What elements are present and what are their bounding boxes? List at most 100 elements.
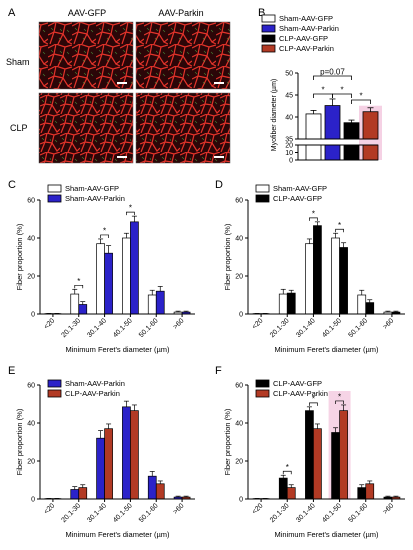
x-axis-label: Minimum Feret's diameter (µm) bbox=[65, 530, 170, 539]
panel-letter-f: F bbox=[215, 365, 222, 377]
y-axis-label: Fiber proportion (%) bbox=[223, 408, 232, 475]
legend-swatch bbox=[261, 34, 276, 43]
bar bbox=[96, 243, 105, 315]
x-tick-label: <20 bbox=[251, 317, 264, 330]
micrograph-clp-parkin bbox=[135, 92, 231, 164]
bar bbox=[286, 292, 296, 315]
legend-swatch bbox=[47, 389, 62, 398]
bar bbox=[305, 243, 314, 315]
bar bbox=[357, 487, 367, 500]
significance-bracket bbox=[335, 400, 344, 404]
bar bbox=[305, 410, 314, 500]
bar bbox=[286, 487, 296, 500]
x-tick-label: <20 bbox=[43, 317, 56, 330]
bar bbox=[96, 437, 105, 500]
legend-label: CLP-AAV-Parkin bbox=[279, 44, 334, 53]
y-tick-label: 20 bbox=[27, 459, 35, 466]
significance-star: * bbox=[129, 204, 132, 213]
significance-bracket bbox=[309, 402, 318, 406]
legend-swatch bbox=[47, 194, 62, 203]
bar bbox=[278, 477, 288, 500]
bar bbox=[343, 122, 360, 140]
x-tick-label: 20.1-30 bbox=[269, 502, 291, 524]
significance-star: * bbox=[321, 86, 324, 95]
scale-bar bbox=[214, 156, 224, 158]
bar bbox=[365, 302, 375, 315]
panel-letter-b: B bbox=[258, 7, 265, 19]
x-tick-label: 20.1-30 bbox=[60, 317, 82, 339]
y-tick-label: 20 bbox=[235, 274, 243, 281]
y-tick-label: 40 bbox=[235, 421, 243, 428]
x-tick-label: 40.1-50 bbox=[112, 502, 134, 524]
significance-bracket bbox=[282, 470, 292, 475]
x-tick-label: 30.1-40 bbox=[86, 317, 108, 339]
significance-bracket bbox=[313, 93, 333, 98]
significance-bracket bbox=[309, 217, 318, 221]
row-label-clp: CLP bbox=[10, 123, 28, 133]
significance-star: * bbox=[340, 86, 343, 95]
x-tick-label: 50.1-60 bbox=[347, 317, 369, 339]
scale-bar bbox=[117, 156, 127, 158]
y-tick-label: 40 bbox=[235, 236, 243, 243]
y-tick-label: 45 bbox=[285, 93, 293, 100]
legend-swatch bbox=[255, 379, 270, 388]
x-tick-label: >60 bbox=[172, 502, 185, 515]
y-axis-label: Fiber proportion (%) bbox=[223, 223, 232, 290]
legend-swatch bbox=[47, 379, 62, 388]
bar bbox=[278, 293, 288, 315]
col-label-aav-parkin: AAV-Parkin bbox=[158, 8, 203, 18]
bar bbox=[331, 432, 340, 500]
y-tick-label: 60 bbox=[235, 198, 243, 205]
bar bbox=[104, 252, 113, 315]
x-tick-label: 40.1-50 bbox=[321, 317, 343, 339]
y-tick-label: 20 bbox=[235, 459, 243, 466]
y-tick-label: 50 bbox=[285, 71, 293, 78]
y-tick-label: 0 bbox=[31, 312, 35, 319]
significance-bracket bbox=[100, 234, 109, 238]
legend-swatch bbox=[255, 389, 270, 398]
significance-star: * bbox=[338, 221, 341, 230]
x-tick-label: 50.1-60 bbox=[347, 502, 369, 524]
x-axis-label: Minimum Feret's diameter (µm) bbox=[274, 530, 379, 539]
micrograph-clp-gfp bbox=[38, 92, 134, 164]
bar bbox=[78, 487, 88, 500]
legend-label: CLP-AAV-GFP bbox=[273, 379, 322, 388]
significance-bracket bbox=[332, 93, 352, 98]
x-tick-label: 20.1-30 bbox=[269, 317, 291, 339]
significance-bracket bbox=[335, 228, 344, 233]
panel-letter-e: E bbox=[8, 365, 15, 377]
y-tick-label: 0 bbox=[239, 312, 243, 319]
y-tick-label: 40 bbox=[27, 421, 35, 428]
x-tick-label: 30.1-40 bbox=[295, 502, 317, 524]
x-tick-label: 50.1-60 bbox=[138, 502, 160, 524]
bar bbox=[130, 221, 139, 315]
significance-star: * bbox=[312, 394, 315, 403]
legend-swatch bbox=[261, 14, 276, 23]
bar bbox=[78, 304, 88, 315]
significance-star: * bbox=[77, 277, 80, 286]
x-axis-label: Minimum Feret's diameter (µm) bbox=[274, 345, 379, 354]
panel-letter-c: C bbox=[8, 179, 16, 191]
bar bbox=[339, 410, 348, 500]
legend-label: Sham-AAV-Parkin bbox=[65, 194, 125, 203]
y-tick-label: 60 bbox=[27, 383, 35, 390]
bar bbox=[343, 144, 360, 161]
bar bbox=[331, 237, 340, 315]
y-tick-label: 40 bbox=[285, 115, 293, 122]
x-tick-label: 40.1-50 bbox=[112, 317, 134, 339]
y-tick-label: 35 bbox=[285, 137, 293, 144]
legend-label: Sham-AAV-GFP bbox=[273, 184, 327, 193]
x-tick-label: <20 bbox=[43, 502, 56, 515]
chart-b: Sham-AAV-GFPSham-AAV-ParkinCLP-AAV-GFPCL… bbox=[261, 14, 382, 165]
x-tick-label: <20 bbox=[251, 502, 264, 515]
panel-letter-a: A bbox=[8, 7, 16, 19]
y-tick-label: 40 bbox=[27, 236, 35, 243]
bar bbox=[305, 144, 322, 161]
bar bbox=[313, 225, 322, 315]
y-tick-label: 20 bbox=[285, 143, 293, 150]
